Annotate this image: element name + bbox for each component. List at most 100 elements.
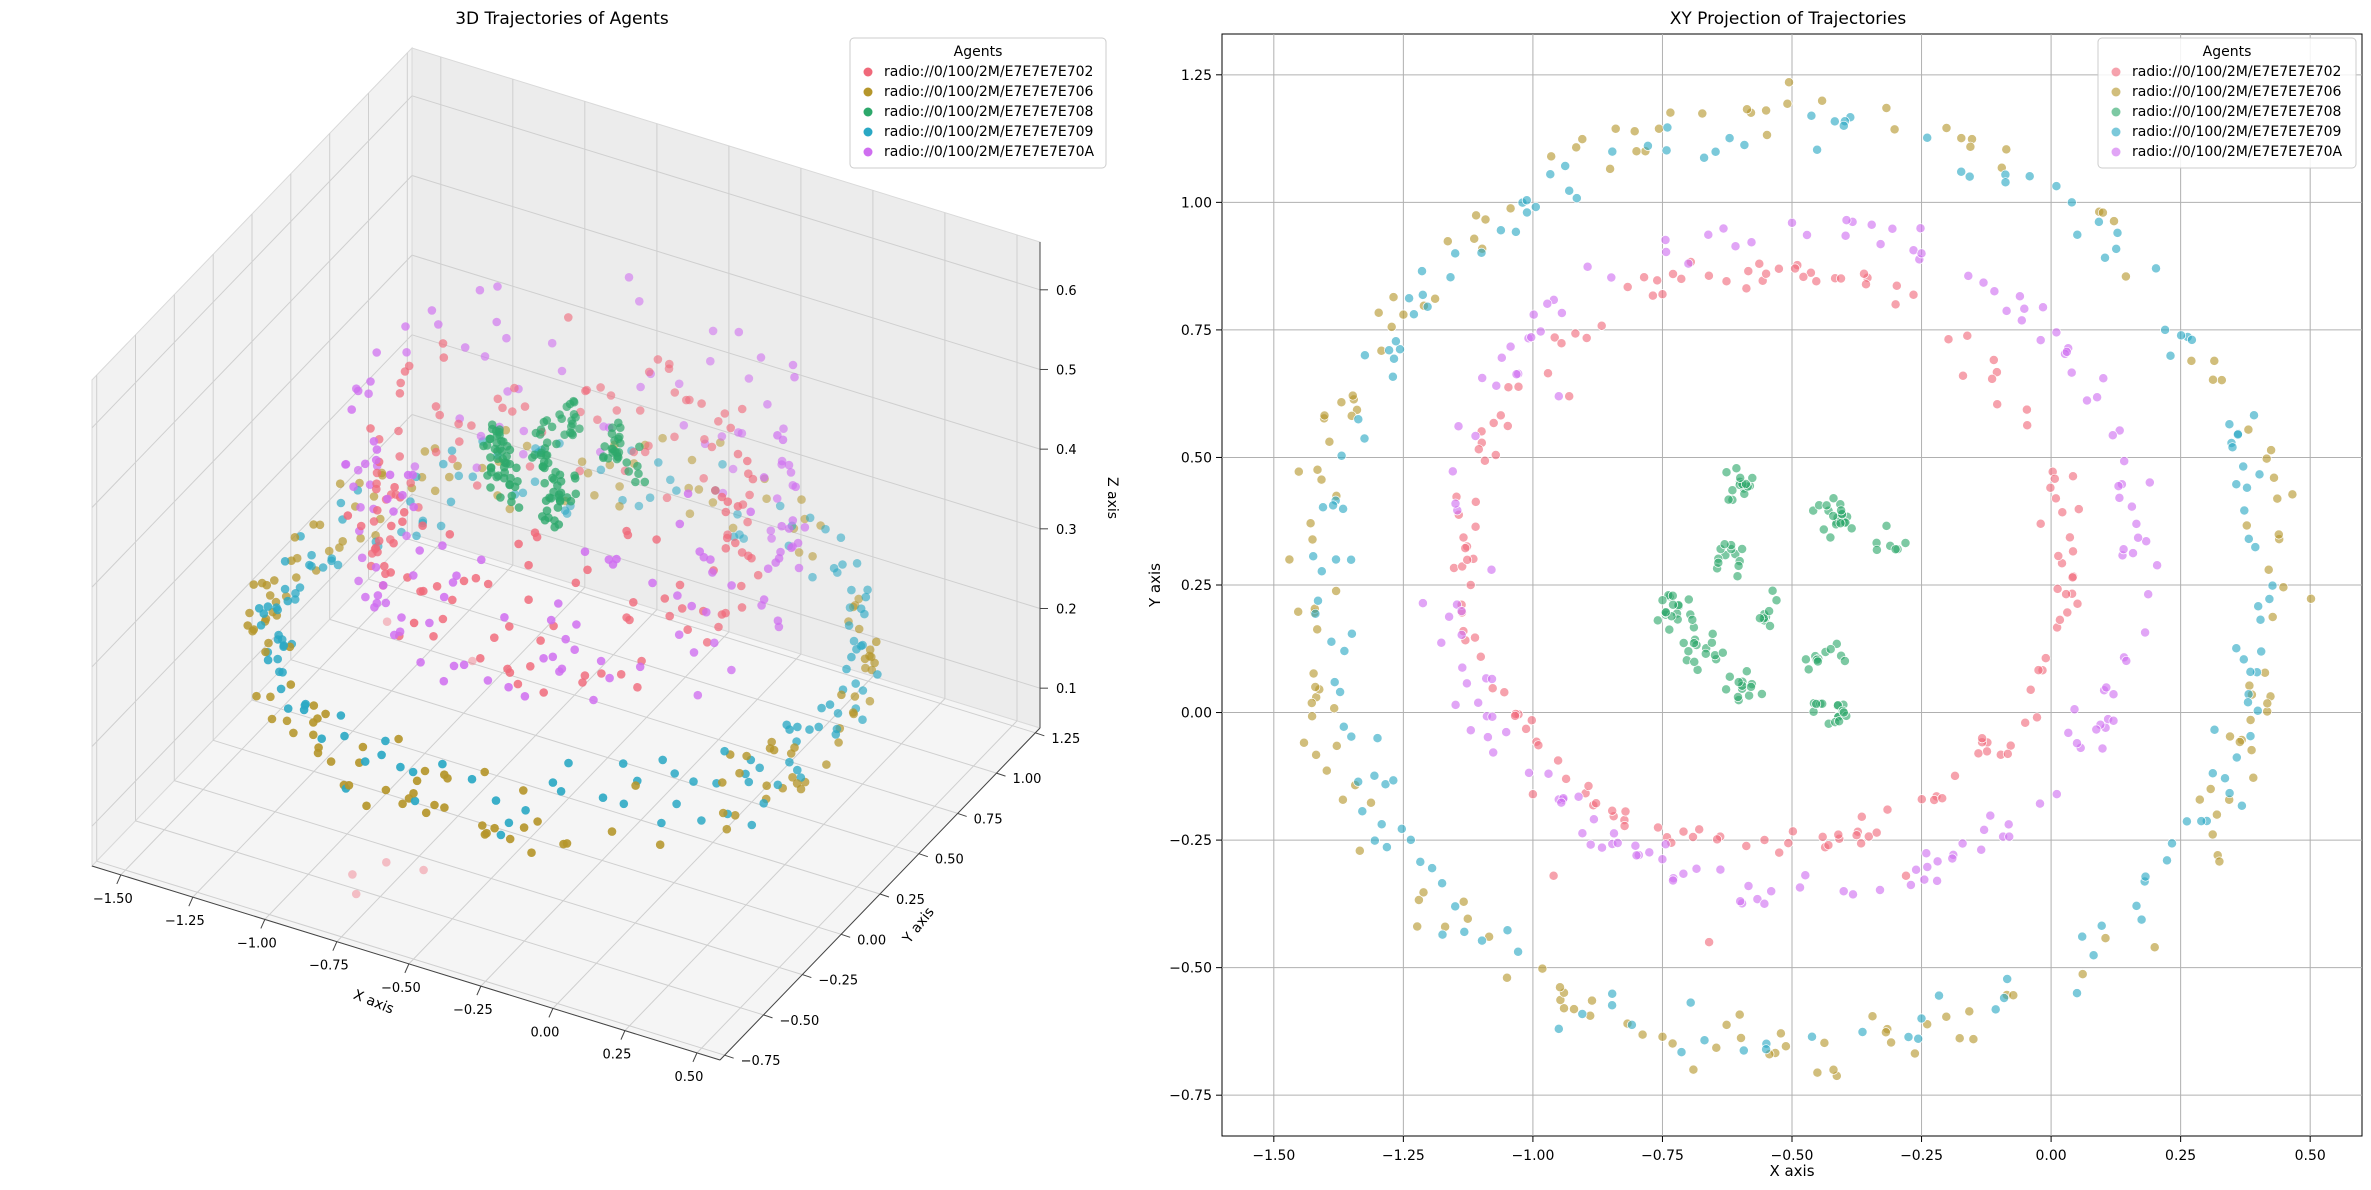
- data-point: [1803, 664, 1814, 675]
- data-point-3d: [722, 533, 732, 543]
- data-point-3d: [546, 615, 556, 625]
- data-point-3d: [817, 703, 826, 713]
- data-point-3d: [273, 654, 283, 664]
- data-point: [1747, 473, 1758, 483]
- data-point-3d: [369, 517, 379, 526]
- data-point: [1390, 336, 1401, 347]
- data-point: [2243, 533, 2254, 544]
- data-point-3d: [418, 521, 427, 530]
- data-point: [1859, 268, 1869, 279]
- data-point: [1486, 564, 1497, 575]
- data-point-3d: [682, 395, 691, 405]
- data-point-3d: [249, 625, 259, 634]
- data-point-3d: [706, 555, 715, 564]
- data-point-3d: [477, 555, 486, 565]
- grid-line-z-wall: [411, 175, 1041, 370]
- data-point-3d: [784, 524, 794, 533]
- data-point-3d: [805, 725, 814, 734]
- data-point: [1746, 237, 1757, 248]
- legend-marker: [863, 87, 873, 97]
- data-point: [1347, 390, 1358, 401]
- data-point: [1932, 875, 1943, 886]
- data-point: [1806, 110, 1817, 121]
- data-point-3d: [805, 513, 815, 523]
- data-point: [1875, 885, 1885, 895]
- data-point-3d: [730, 811, 740, 820]
- data-point: [1460, 543, 1471, 554]
- data-point-3d: [747, 553, 756, 563]
- data-point: [1337, 794, 1348, 805]
- data-point: [1683, 258, 1694, 269]
- data-point-3d: [794, 563, 804, 573]
- legend-label: radio://0/100/2M/E7E7E7E70A: [2132, 144, 2343, 160]
- data-point-3d: [631, 781, 640, 790]
- data-point-3d: [837, 690, 846, 700]
- data-point: [1867, 1011, 1878, 1022]
- data-point-3d: [854, 594, 863, 604]
- data-point-3d: [282, 716, 292, 726]
- data-point-3d: [505, 504, 515, 514]
- data-point-3d: [580, 671, 590, 680]
- data-point-3d: [615, 432, 624, 442]
- data-point: [2194, 794, 2205, 805]
- data-point-3d: [410, 796, 420, 806]
- data-point: [2250, 542, 2261, 553]
- data-point-3d: [605, 673, 614, 683]
- data-point: [1639, 272, 1650, 283]
- data-point: [1459, 926, 1470, 937]
- data-point-3d: [395, 452, 405, 461]
- data-point-3d: [763, 564, 773, 573]
- data-point-3d: [733, 510, 742, 519]
- data-point: [1527, 789, 1538, 800]
- data-point: [2208, 374, 2218, 385]
- data-point: [2186, 334, 2197, 345]
- data-point: [2238, 461, 2249, 472]
- data-point: [1543, 768, 1554, 779]
- data-point: [2244, 680, 2255, 691]
- data-point-3d: [266, 692, 275, 702]
- data-point-3d: [727, 665, 736, 675]
- data-point-3d: [366, 377, 375, 386]
- data-point: [2035, 335, 2046, 346]
- data-point-3d: [445, 472, 454, 482]
- data-point: [2181, 816, 2192, 827]
- data-point: [2113, 481, 2124, 492]
- data-point: [1965, 141, 1976, 152]
- data-point: [1901, 870, 1911, 881]
- data-point-3d: [744, 777, 754, 787]
- chart-3d-title: 3D Trajectories of Agents: [455, 9, 669, 29]
- data-point-3d: [344, 781, 354, 790]
- tick-label-y: −0.75: [1169, 1088, 1212, 1104]
- data-point: [1596, 320, 1607, 331]
- data-point: [1962, 330, 1973, 341]
- data-point: [1571, 193, 1582, 204]
- chart-2d-xlabel: X axis: [1769, 1162, 1814, 1180]
- tick-label-y: 0.50: [1181, 450, 1212, 466]
- data-point: [1510, 226, 1521, 237]
- data-point-3d: [615, 502, 624, 511]
- data-point: [1336, 450, 1347, 461]
- data-point: [2088, 950, 2099, 961]
- data-point: [2051, 789, 2062, 800]
- data-point-3d: [357, 553, 367, 563]
- data-point-3d: [792, 779, 802, 788]
- data-point: [2255, 614, 2266, 625]
- data-point-3d: [858, 640, 867, 650]
- data-point-3d: [475, 285, 485, 295]
- data-point: [1542, 298, 1553, 309]
- data-point: [1829, 116, 1840, 127]
- data-point-3d: [689, 777, 698, 786]
- data-point-3d: [480, 830, 490, 839]
- data-point-3d: [786, 468, 796, 477]
- data-point: [1982, 746, 1992, 757]
- data-point: [1422, 301, 1433, 312]
- grid-line-y-floor: [96, 860, 725, 1056]
- data-point-3d: [838, 560, 847, 569]
- data-point: [2035, 798, 2045, 809]
- data-point-3d: [699, 474, 708, 483]
- data-point-3d: [793, 538, 803, 548]
- data-point-3d: [547, 338, 557, 348]
- data-point: [1647, 290, 1658, 301]
- chart-2d-legend-title: Agents: [2203, 44, 2252, 60]
- data-point-3d: [622, 458, 631, 467]
